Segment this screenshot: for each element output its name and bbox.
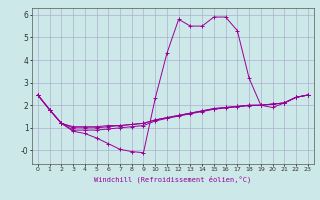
X-axis label: Windchill (Refroidissement éolien,°C): Windchill (Refroidissement éolien,°C) xyxy=(94,175,252,183)
